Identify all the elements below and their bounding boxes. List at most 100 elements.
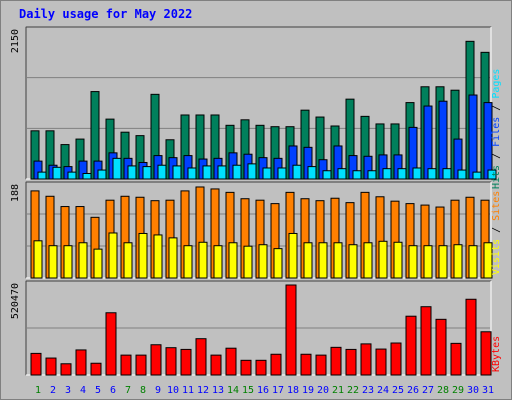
legend-part: Sites bbox=[491, 191, 502, 221]
day-label-10: 10 bbox=[167, 385, 179, 396]
bar-sites-day-18 bbox=[288, 232, 298, 279]
bar-kbytes-day-15 bbox=[240, 359, 252, 376]
bar-pages-day-9 bbox=[157, 164, 167, 180]
day-label-13: 13 bbox=[212, 385, 224, 396]
bar-sites-day-17 bbox=[273, 248, 283, 279]
bar-kbytes-day-7 bbox=[120, 354, 132, 376]
bar-kbytes-day-17 bbox=[270, 353, 282, 376]
bar-kbytes-day-22 bbox=[345, 348, 357, 376]
bar-sites-day-25 bbox=[393, 241, 403, 279]
day-label-18: 18 bbox=[287, 385, 299, 396]
bar-pages-day-8 bbox=[142, 166, 152, 180]
bar-pages-day-20 bbox=[322, 170, 332, 180]
bar-sites-day-6 bbox=[108, 232, 118, 279]
bar-pages-day-23 bbox=[367, 170, 377, 180]
day-label-6: 6 bbox=[110, 385, 116, 396]
bar-sites-day-29 bbox=[453, 244, 463, 279]
bar-pages-day-17 bbox=[277, 167, 287, 180]
bar-pages-day-2 bbox=[52, 166, 62, 180]
legend-part: Visits bbox=[491, 239, 502, 275]
bar-sites-day-31 bbox=[483, 242, 493, 279]
day-label-23: 23 bbox=[362, 385, 374, 396]
bar-kbytes-day-6 bbox=[105, 312, 117, 376]
bar-files-day-28 bbox=[438, 100, 448, 180]
chart-panels: 2150 Hits / Files / Pages 188 Visits / Site… bbox=[10, 26, 502, 376]
day-label-30: 30 bbox=[467, 385, 479, 396]
bar-sites-day-5 bbox=[93, 248, 103, 279]
panel-kbytes: 520470 KBytes bbox=[10, 280, 502, 376]
bar-kbytes-day-31 bbox=[480, 331, 492, 376]
bar-sites-day-4 bbox=[78, 242, 88, 279]
bar-pages-day-25 bbox=[397, 168, 407, 180]
legend-part: Pages bbox=[491, 69, 502, 99]
day-axis-labels: 1 2 3 4 5 6 7 8 9 10 11 12 13 14 15 16 17 18 19 20 21 22 23 24 2… bbox=[35, 385, 494, 396]
bar-pages-day-30 bbox=[472, 171, 482, 180]
bar-kbytes-day-20 bbox=[315, 354, 327, 376]
bar-sites-day-13 bbox=[213, 245, 223, 279]
bar-pages-day-10 bbox=[172, 165, 182, 180]
bar-sites-day-8 bbox=[138, 232, 148, 279]
bar-kbytes-day-9 bbox=[150, 344, 162, 376]
bar-pages-day-24 bbox=[382, 168, 392, 180]
bar-sites-day-24 bbox=[378, 240, 388, 279]
panel-hits-files-pages: 2150 Hits / Files / Pages bbox=[10, 26, 502, 189]
bar-sites-day-28 bbox=[438, 245, 448, 279]
y-max-label: 520470 bbox=[10, 283, 21, 319]
bar-kbytes-day-8 bbox=[135, 354, 147, 376]
bar-pages-day-15 bbox=[247, 163, 257, 180]
bar-pages-day-12 bbox=[202, 165, 212, 180]
day-label-1: 1 bbox=[35, 385, 41, 396]
day-label-2: 2 bbox=[50, 385, 56, 396]
bar-kbytes-day-23 bbox=[360, 343, 372, 376]
bar-pages-day-28 bbox=[442, 168, 452, 180]
day-label-15: 15 bbox=[242, 385, 254, 396]
day-label-25: 25 bbox=[392, 385, 404, 396]
chart-title: Daily usage for May 2022 bbox=[19, 7, 192, 21]
bar-pages-day-29 bbox=[457, 169, 467, 180]
bar-sites-day-30 bbox=[468, 245, 478, 279]
day-label-17: 17 bbox=[272, 385, 284, 396]
bar-sites-day-3 bbox=[63, 245, 73, 279]
day-label-21: 21 bbox=[332, 385, 344, 396]
legend-part: / bbox=[491, 147, 502, 165]
bar-pages-day-6 bbox=[112, 157, 122, 180]
bar-kbytes-day-13 bbox=[210, 354, 222, 376]
bar-sites-day-7 bbox=[123, 242, 133, 279]
bar-sites-day-26 bbox=[408, 245, 418, 279]
bar-pages-day-14 bbox=[232, 164, 242, 180]
day-label-7: 7 bbox=[125, 385, 131, 396]
bar-kbytes-day-30 bbox=[465, 298, 477, 376]
bar-pages-day-31 bbox=[487, 169, 497, 180]
day-label-29: 29 bbox=[452, 385, 464, 396]
bar-sites-day-16 bbox=[258, 244, 268, 279]
bar-kbytes-day-3 bbox=[60, 363, 72, 376]
bar-kbytes-day-1 bbox=[30, 352, 42, 376]
bar-kbytes-day-29 bbox=[450, 342, 462, 376]
bar-kbytes-day-27 bbox=[420, 306, 432, 376]
bar-pages-day-7 bbox=[127, 165, 137, 180]
bar-files-day-27 bbox=[423, 105, 433, 180]
bar-kbytes-day-11 bbox=[180, 348, 192, 376]
bar-sites-day-12 bbox=[198, 241, 208, 279]
bar-kbytes-day-21 bbox=[330, 346, 342, 376]
bar-pages-day-5 bbox=[97, 169, 107, 180]
bar-kbytes-day-19 bbox=[300, 353, 312, 376]
bar-kbytes-day-2 bbox=[45, 357, 57, 376]
bar-pages-day-27 bbox=[427, 168, 437, 180]
day-label-16: 16 bbox=[257, 385, 269, 396]
day-label-28: 28 bbox=[437, 385, 449, 396]
y-axis-legend-label: KBytes bbox=[491, 336, 502, 372]
bar-kbytes-day-10 bbox=[165, 347, 177, 376]
day-label-26: 26 bbox=[407, 385, 419, 396]
bar-kbytes-day-4 bbox=[75, 349, 87, 376]
day-label-22: 22 bbox=[347, 385, 359, 396]
day-label-5: 5 bbox=[95, 385, 101, 396]
y-axis-legend-label: Visits / Sites bbox=[491, 191, 502, 275]
bar-sites-day-9 bbox=[153, 234, 163, 279]
bar-sites-day-19 bbox=[303, 242, 313, 279]
day-label-31: 31 bbox=[482, 385, 494, 396]
bar-sites-day-23 bbox=[363, 242, 373, 279]
bar-pages-day-19 bbox=[307, 166, 317, 180]
